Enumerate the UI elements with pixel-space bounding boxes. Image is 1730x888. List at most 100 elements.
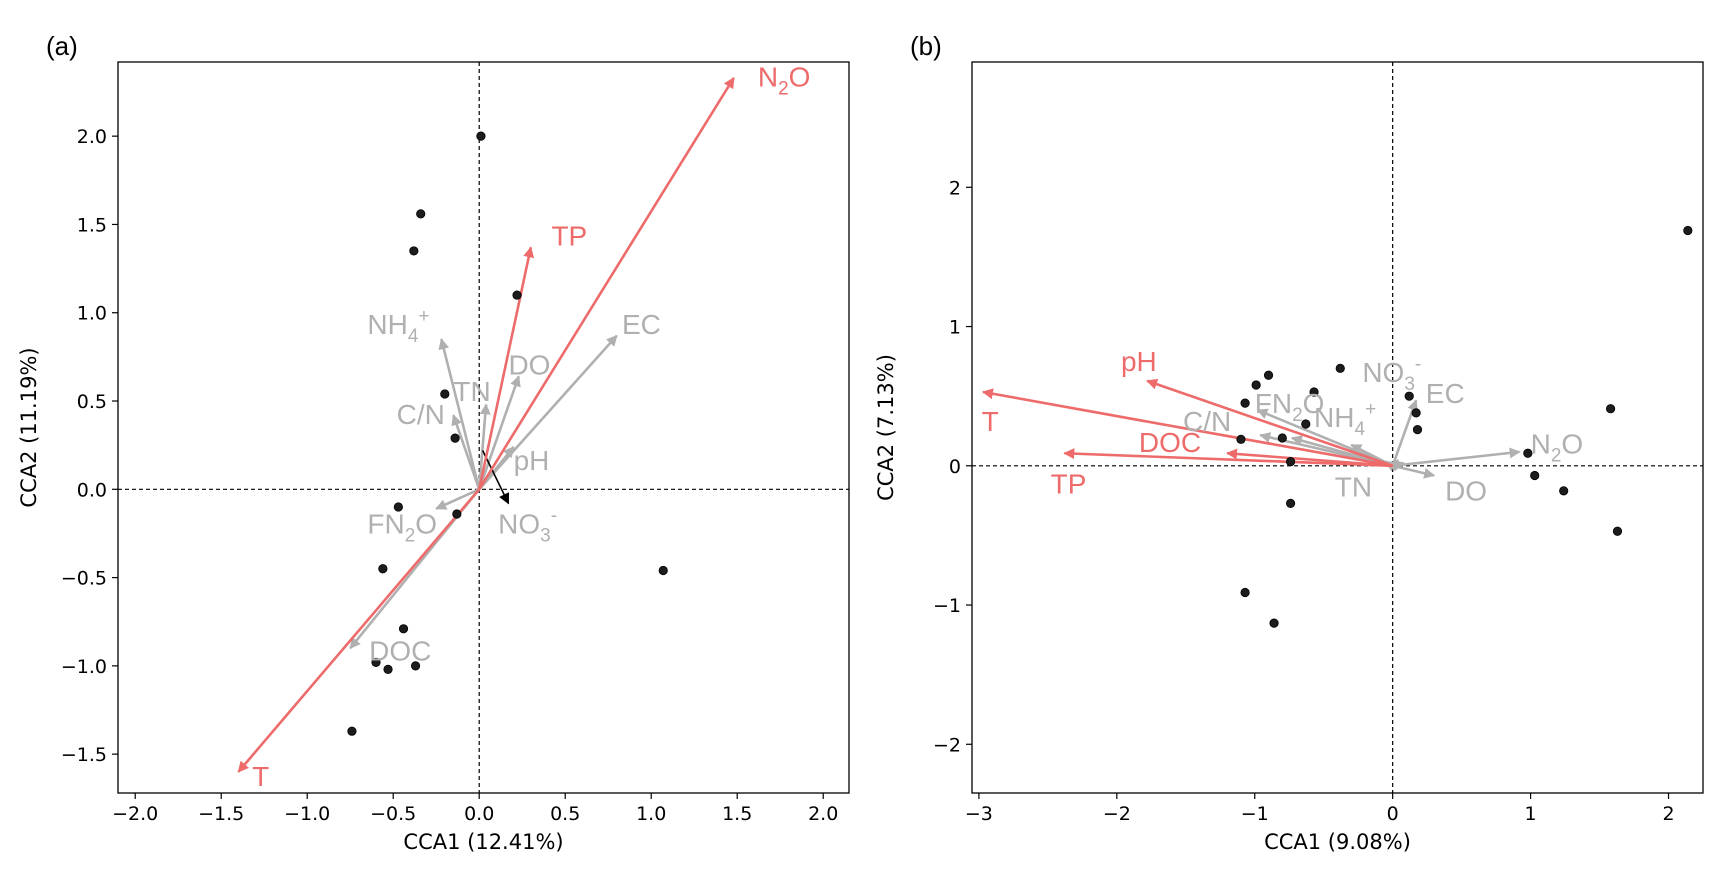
vector-arrow-T [981, 388, 1393, 468]
x-tick-label: 2.0 [808, 803, 838, 825]
sample-point [1240, 398, 1250, 408]
y-tick-label: 0.0 [77, 479, 107, 501]
x-tick-label: −1.5 [198, 803, 244, 825]
vector-arrow-TN [477, 403, 491, 490]
vector-label-FN₂O: FN2O [367, 508, 437, 546]
sample-point [1411, 408, 1421, 418]
panel-label: (b) [910, 31, 942, 61]
vector-label-C/N: C/N [397, 399, 445, 430]
sample-point [347, 726, 357, 736]
x-tick-label: −1.0 [284, 803, 330, 825]
sample-point [1559, 486, 1569, 496]
vector-label-NH₄⁺: NH4+ [1314, 399, 1376, 440]
panel-a: −2.0 −1.5 −1.0 −0.5 0.0 0.5 1.0 1.5 2.0 −1.5 −1.0 −… [17, 31, 850, 854]
vector-label-DOC: DOC [369, 636, 431, 667]
x-axis-label: CCA1 (12.41%) [403, 830, 563, 854]
sample-point [393, 502, 403, 512]
vector-label-T: T [252, 761, 269, 792]
vector-label-NO₃⁻: NO3- [1362, 354, 1421, 395]
vector-arrow-TN-3 [1392, 460, 1405, 471]
y-tick-label: −2 [933, 734, 961, 756]
sample-point [409, 246, 419, 256]
vector-arrow-T [237, 488, 481, 773]
vector-label-DO: DO [508, 350, 550, 381]
vector-arrow-N₂O [1392, 447, 1521, 468]
y-tick-label: 1.5 [77, 214, 107, 236]
x-axis-label: CCA1 (9.08%) [1264, 830, 1411, 854]
vector-arrow-N₂O [478, 76, 735, 490]
vector-arrow-EC [478, 334, 618, 491]
x-tick-label: 1.5 [722, 803, 752, 825]
y-tick-label: −1.5 [61, 744, 107, 766]
vector-label-T: T [982, 406, 999, 437]
sample-point [378, 564, 388, 574]
y-tick-label: 2 [949, 177, 961, 199]
vector-label-C/N: C/N [1183, 406, 1231, 437]
x-tick-label: 1 [1525, 803, 1537, 825]
vector-arrow-C/N [451, 414, 481, 490]
panel-b: −3 −2 −1 0 1 2 −2 −1 0 1 2 CCA1 (9.08%) CCA2 (7.13%)… [874, 31, 1704, 854]
x-tick-label: 2 [1662, 803, 1674, 825]
sample-point [1530, 470, 1540, 481]
sample-point [1286, 498, 1296, 508]
x-tick-label: 0.0 [464, 803, 494, 825]
sample-point [1605, 404, 1616, 414]
y-tick-label: −1 [933, 595, 961, 617]
vector-label-N₂O: N2O [1531, 428, 1584, 466]
sample-point [1240, 587, 1250, 598]
x-tick-label: −2.0 [112, 803, 158, 825]
sample-point [1404, 391, 1414, 401]
sample-point [512, 290, 522, 300]
y-axis-label: CCA2 (7.13%) [874, 354, 898, 501]
panel-label: (a) [46, 31, 78, 61]
vector-label-TN: TN [1335, 471, 1372, 502]
sample-point [383, 664, 393, 675]
vector-label-EC: EC [1426, 378, 1465, 409]
sample-point [476, 131, 486, 141]
sample-point [1269, 618, 1279, 628]
y-tick-label: −0.5 [61, 568, 107, 590]
sample-point [1523, 448, 1533, 458]
y-tick-label: 1 [949, 317, 961, 339]
sample-point [1277, 433, 1287, 443]
x-tick-label: −2 [1103, 803, 1131, 825]
vector-label-FN₂O: FN2O [1255, 388, 1325, 426]
sample-point [658, 565, 668, 576]
y-axis-label: CCA2 (11.19%) [17, 347, 41, 507]
y-tick-label: 2.0 [77, 126, 107, 148]
vector-label-NO₃⁻: NO3- [498, 505, 557, 546]
vector-label-TP: TP [551, 221, 587, 252]
y-tick-label: 0.5 [77, 391, 107, 413]
x-tick-label: −0.5 [370, 803, 416, 825]
vector-label-TN: TN [453, 376, 490, 407]
vector-arrow-FN₂O [1256, 408, 1394, 467]
sample-point [1236, 434, 1246, 444]
x-tick-label: 0.5 [550, 803, 580, 825]
sample-point [1612, 526, 1623, 536]
sample-point [1412, 424, 1423, 435]
sample-point [452, 509, 462, 519]
sample-point [450, 433, 460, 443]
vector-arrow-DO [477, 375, 521, 490]
sample-point [416, 209, 426, 219]
x-tick-label: 0 [1387, 803, 1399, 825]
vector-label-DOC: DOC [1139, 427, 1201, 458]
sample-point [440, 389, 450, 399]
vector-label-TP: TP [1051, 469, 1087, 500]
plot-frame [971, 61, 1704, 794]
sample-point [1309, 387, 1319, 397]
y-tick-label: −1.0 [61, 656, 107, 678]
sample-point [1683, 225, 1693, 236]
vector-arrow-FN₂O [435, 488, 480, 510]
sample-point [1301, 419, 1311, 429]
vector-arrow-NO₃⁻ [481, 450, 510, 505]
x-tick-label: −1 [1241, 803, 1269, 825]
sample-point [1263, 370, 1274, 380]
sample-point [1251, 380, 1261, 390]
vector-label-pH: pH [514, 445, 550, 476]
sample-point [410, 661, 421, 671]
sample-point [371, 657, 381, 667]
vector-arrow-TP [1063, 448, 1393, 468]
vector-label-EC: EC [622, 309, 661, 340]
